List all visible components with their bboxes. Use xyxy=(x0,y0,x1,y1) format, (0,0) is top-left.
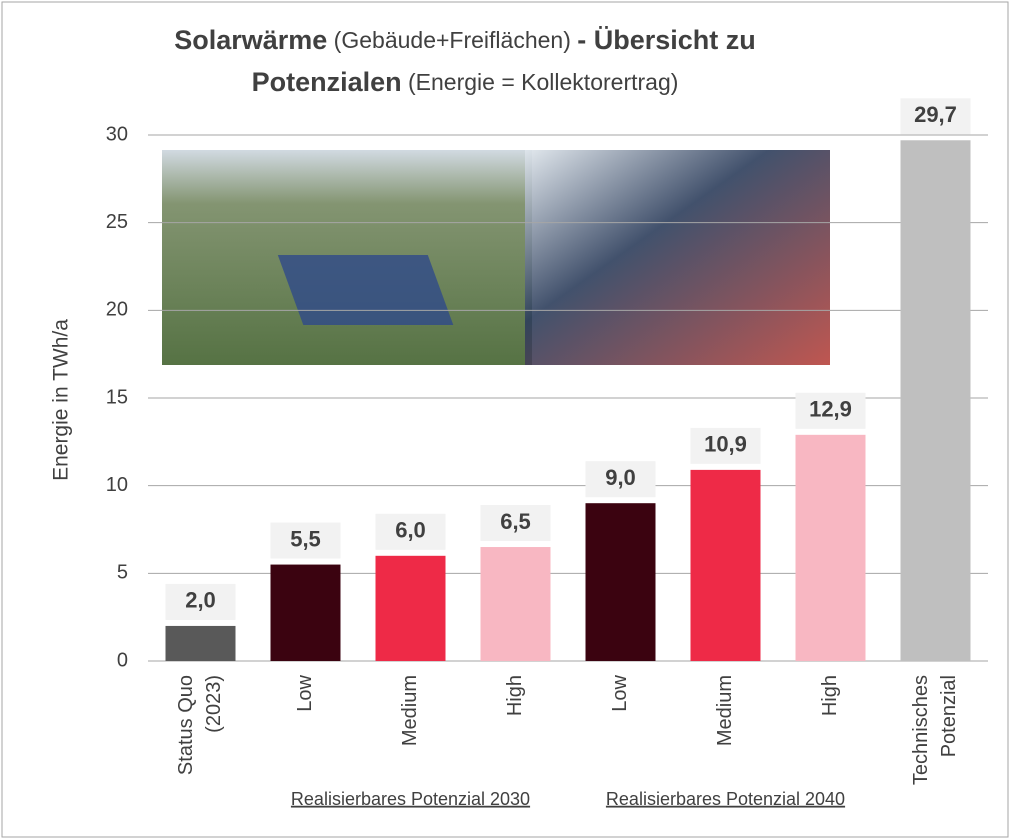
value-label-bg xyxy=(270,522,341,559)
value-label: 6,0 xyxy=(395,518,426,543)
group-label: Realisierbares Potenzial 2030 xyxy=(291,789,530,809)
title-part: (Energie = Kollektorertrag) xyxy=(402,69,679,95)
x-tick-label: Medium xyxy=(714,675,736,746)
value-label: 2,0 xyxy=(185,588,216,613)
value-label-bg xyxy=(795,392,866,429)
bar xyxy=(375,555,446,661)
y-axis-label: Energie in TWh/a xyxy=(50,319,73,481)
x-tick-label: Low xyxy=(294,674,316,711)
x-tick-label: Status Quo xyxy=(175,675,197,775)
y-tick-label: 5 xyxy=(117,562,128,584)
value-label: 29,7 xyxy=(914,102,957,127)
title-part: (Gebäude+Freiflächen) xyxy=(327,27,577,53)
value-label: 9,0 xyxy=(605,465,636,490)
y-tick-label: 0 xyxy=(117,649,128,671)
y-tick-label: 20 xyxy=(106,299,128,321)
x-tick-label: (2023) xyxy=(203,675,225,733)
x-tick-label: High xyxy=(504,675,526,716)
x-tick-label: High xyxy=(819,675,841,716)
bar xyxy=(270,564,341,661)
value-label-bg xyxy=(585,461,656,498)
y-tick-label: 10 xyxy=(106,474,128,496)
value-label: 5,5 xyxy=(290,526,321,551)
value-label: 10,9 xyxy=(704,432,747,457)
y-tick-label: 30 xyxy=(106,123,128,145)
bar xyxy=(585,503,656,661)
x-tick-label: Potenzial xyxy=(938,675,960,757)
y-tick-label: 25 xyxy=(106,211,128,233)
bar xyxy=(795,434,866,661)
group-label: Realisierbares Potenzial 2040 xyxy=(606,789,845,809)
photo xyxy=(162,150,830,365)
value-label: 6,5 xyxy=(500,509,531,534)
value-label-bg xyxy=(375,513,446,550)
bar xyxy=(900,140,971,661)
bar xyxy=(480,547,551,661)
value-label-bg xyxy=(900,98,971,135)
y-tick-label: 15 xyxy=(106,386,128,408)
value-label-bg xyxy=(690,427,761,464)
title-part: Potenzialen xyxy=(252,67,402,97)
bar xyxy=(165,625,236,661)
x-tick-label: Medium xyxy=(399,675,421,746)
value-label: 12,9 xyxy=(809,397,852,422)
value-label-bg xyxy=(480,505,551,542)
bar xyxy=(690,469,761,661)
x-tick-label: Technisches xyxy=(910,675,932,785)
value-label-bg xyxy=(165,583,236,620)
chart-title: Solarwärme (Gebäude+Freiflächen) - Übers… xyxy=(174,25,756,55)
chart-title: Potenzialen (Energie = Kollektorertrag) xyxy=(252,67,679,97)
title-part: Solarwärme xyxy=(174,25,327,55)
x-tick-label: Low xyxy=(609,674,631,711)
title-part: - Übersicht zu xyxy=(577,25,756,55)
